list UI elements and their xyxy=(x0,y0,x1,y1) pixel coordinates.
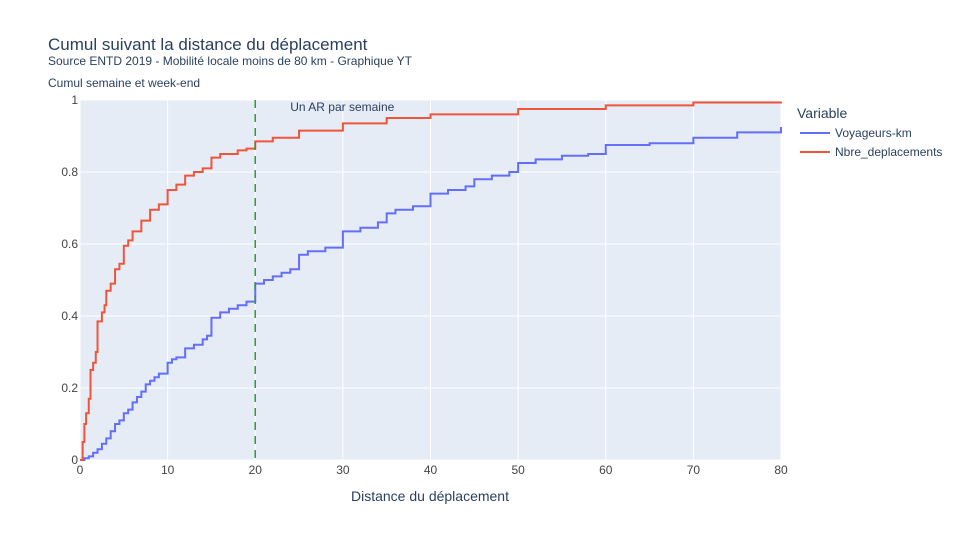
data-line xyxy=(80,127,782,461)
x-tick-label: 10 xyxy=(161,463,175,477)
data-line xyxy=(80,101,782,461)
y-tick-label: 0.6 xyxy=(61,237,78,251)
x-tick-label: 30 xyxy=(336,463,350,477)
chart-subtitle: Source ENTD 2019 - Mobilité locale moins… xyxy=(48,54,413,68)
x-tick-label: 0 xyxy=(77,463,84,477)
y-tick-label: 0.4 xyxy=(61,309,78,323)
y-tick-label: 0 xyxy=(71,453,78,467)
y-axis-title: Cumul semaine et week-end xyxy=(48,76,200,90)
x-tick-label: 60 xyxy=(599,463,613,477)
x-tick-label: 80 xyxy=(774,463,788,477)
x-tick-label: 20 xyxy=(249,463,263,477)
y-tick-label: 0.2 xyxy=(61,381,78,395)
x-tick-label: 50 xyxy=(511,463,525,477)
x-axis-title: Distance du déplacement xyxy=(351,488,509,504)
x-tick-label: 70 xyxy=(687,463,701,477)
legend-label: Voyageurs-km xyxy=(835,126,912,140)
y-tick-label: 0.8 xyxy=(61,165,78,179)
legend-label: Nbre_deplacements xyxy=(835,145,942,159)
annotation: Un AR par semaine xyxy=(290,100,394,114)
y-tick-label: 1 xyxy=(71,93,78,107)
chart-title: Cumul suivant la distance du déplacement xyxy=(48,35,368,54)
x-tick-label: 40 xyxy=(424,463,438,477)
legend-title: Variable xyxy=(797,105,848,121)
